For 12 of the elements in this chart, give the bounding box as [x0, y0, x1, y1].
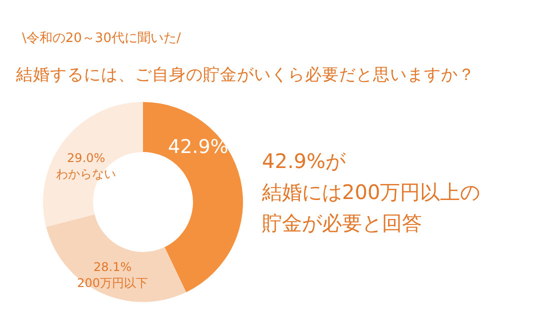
- slice-label: 200万円以下: [77, 276, 148, 290]
- text: 42.9%が: [262, 149, 347, 173]
- data-label: 42.9%: [168, 136, 228, 158]
- text: 貯金が必要と回答: [262, 211, 422, 235]
- data-label: 28.1%: [93, 260, 132, 274]
- data-label: 29.0%: [67, 150, 106, 165]
- slice-label: わからない: [56, 166, 116, 181]
- text: 結婚には200万円以上の: [261, 180, 480, 204]
- chart-title: \令和の20～30代に聞いた/: [22, 31, 182, 46]
- donut-slice: [43, 102, 143, 227]
- chart-subtitle: 結婚するには、ご自身の貯金がいくら必要だと思いますか？: [15, 65, 475, 84]
- donut-slice: [46, 214, 186, 302]
